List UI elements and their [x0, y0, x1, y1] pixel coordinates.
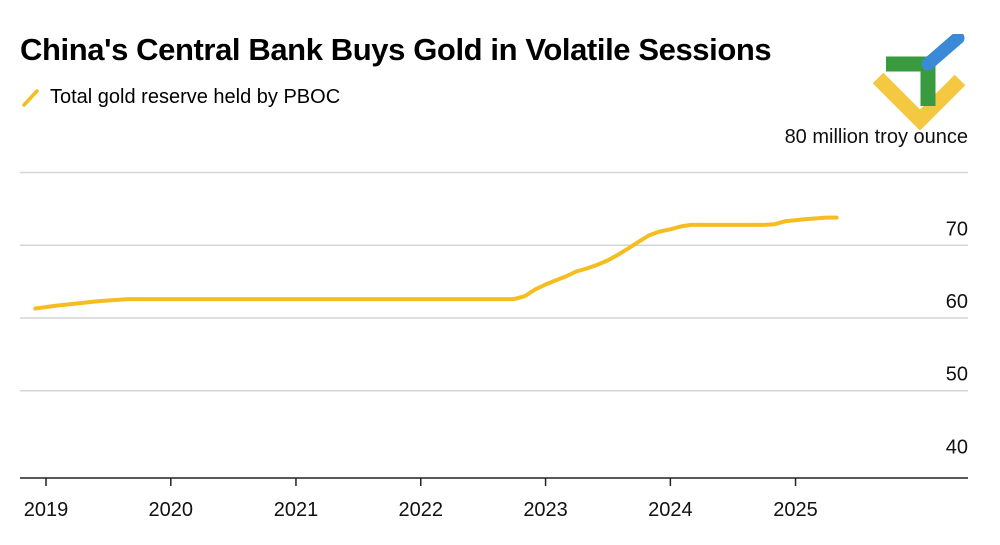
y-tick-label: 60	[946, 291, 968, 313]
y-tick-label: 40	[946, 436, 968, 458]
x-tick-label: 2024	[648, 499, 693, 521]
x-tick-label: 2021	[274, 499, 319, 521]
brand-logo-icon	[872, 34, 966, 130]
x-tick-label: 2023	[523, 499, 568, 521]
x-tick-label: 2025	[773, 499, 818, 521]
y-axis-unit-label: 80 million troy ounce	[785, 126, 968, 148]
y-tick-label: 50	[946, 364, 968, 386]
x-tick-label: 2019	[24, 499, 69, 521]
legend: Total gold reserve held by PBOC	[20, 86, 340, 109]
series-line-pboc-gold-reserve	[33, 215, 839, 311]
legend-label: Total gold reserve held by PBOC	[50, 86, 341, 108]
y-tick-label: 70	[946, 218, 968, 240]
legend-line-swatch-icon	[22, 88, 39, 107]
x-tick-label: 2022	[399, 499, 444, 521]
chart-title: China's Central Bank Buys Gold in Volati…	[20, 32, 772, 67]
x-tick-label: 2020	[149, 499, 194, 521]
